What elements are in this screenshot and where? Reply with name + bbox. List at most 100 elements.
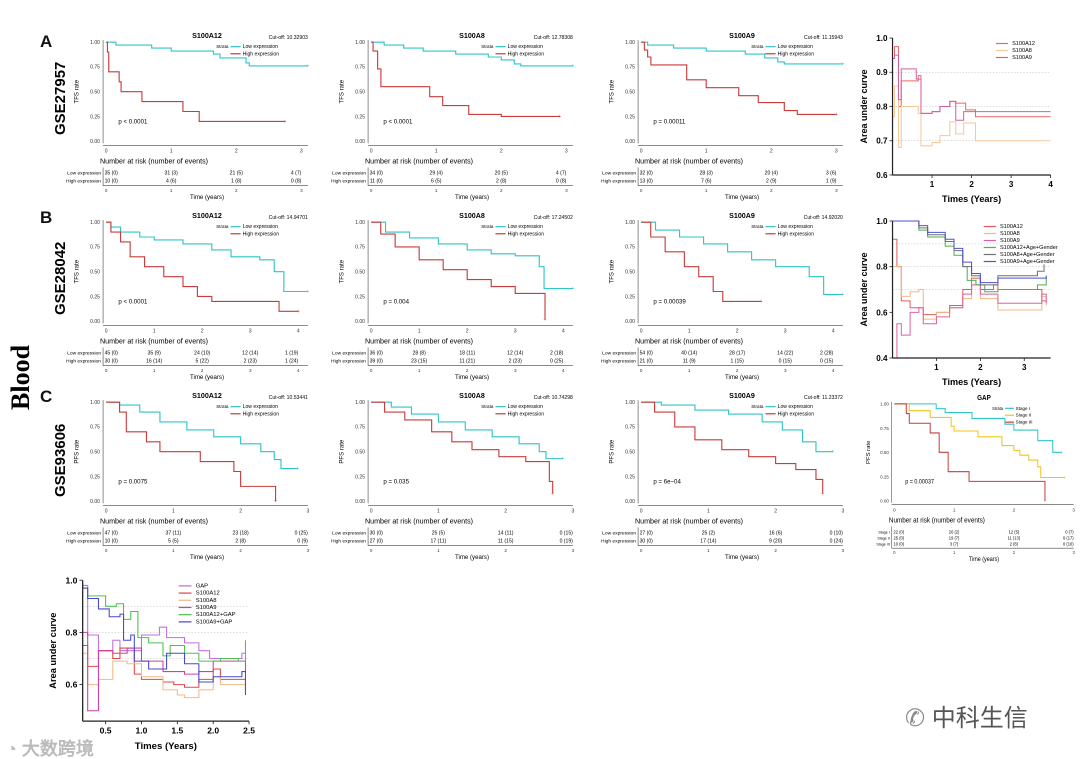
risk-value: 0 (8)	[556, 179, 567, 185]
x-tick-label: 0	[105, 508, 108, 514]
risk-value: 1 (8)	[231, 179, 242, 185]
x-tick-label: 3	[306, 508, 309, 514]
legend-label: High expression	[243, 411, 280, 417]
risk-value: 10 (0)	[105, 179, 119, 185]
x-tick-label: 2.0	[207, 726, 219, 736]
legend-label: S100A8+Age+Gender	[1000, 252, 1055, 258]
y-tick-label: 0.25	[355, 294, 365, 300]
risk-value: 37 (11)	[166, 531, 182, 537]
y-tick-label: 1.0	[65, 575, 77, 585]
risk-value: 47 (0)	[105, 531, 119, 537]
y-tick-label: 0.50	[90, 90, 100, 96]
risk-row-label: High expression	[601, 539, 636, 545]
legend-label: Stage III	[1016, 419, 1033, 425]
risk-x-tick-label: 3	[1073, 550, 1076, 555]
cutoff-label: Cut-off: 17.24502	[534, 215, 573, 221]
risk-value: 20 (4)	[765, 171, 779, 177]
x-axis-label: Time (years)	[725, 554, 759, 561]
chart-title: S100A12	[192, 392, 222, 400]
p-value: p = 0.00011	[653, 118, 686, 125]
risk-x-tick-label: 2	[1013, 550, 1016, 555]
risk-row-label: High expression	[601, 179, 636, 185]
auc-line-s100a9	[892, 54, 1051, 121]
x-tick-label: 0	[640, 328, 643, 334]
auc-line-s100a9-plus-age-plus-gender	[892, 220, 1047, 284]
y-tick-label: 1.00	[90, 400, 100, 406]
x-tick-label: 1	[418, 328, 421, 334]
auc-line-s100a12-plus-gap	[82, 587, 247, 662]
risk-table-title: Number at risk (number of events)	[365, 518, 473, 526]
legend-label: Low expression	[508, 44, 543, 50]
x-tick-label: 3	[514, 328, 517, 334]
chart-title: S100A8	[459, 392, 485, 400]
risk-x-tick-label: 2	[500, 188, 503, 193]
legend-strata-label: Strata	[751, 404, 764, 409]
x-tick-label: 2	[978, 363, 983, 372]
x-axis-label: Times (Years)	[135, 740, 197, 751]
risk-value: 23 (15)	[411, 359, 427, 365]
y-tick-label: 0.25	[355, 474, 365, 480]
risk-value: 2 (9)	[766, 179, 777, 185]
risk-value: 25 (2)	[702, 531, 716, 537]
risk-x-tick-label: 1	[437, 548, 440, 553]
risk-row-label: Low expression	[602, 351, 636, 357]
risk-x-tick-label: 2	[736, 368, 739, 373]
risk-x-tick-label: 2	[239, 548, 242, 553]
y-tick-label: 1.00	[90, 40, 100, 46]
risk-x-tick-label: 1	[688, 368, 691, 373]
y-tick-label: 0.50	[625, 450, 635, 456]
legend-label: High expression	[243, 51, 280, 57]
legend-label: S100A12+Age+Gender	[1000, 245, 1058, 251]
y-axis-label: TFS rate	[609, 79, 616, 103]
risk-value: 7 (6)	[701, 179, 712, 185]
risk-value: 28 (8)	[413, 351, 427, 357]
y-tick-label: 0.75	[90, 425, 100, 431]
risk-value: 1 (9)	[826, 179, 837, 185]
risk-row-label: High expression	[331, 539, 366, 545]
risk-value: 0 (19)	[560, 539, 574, 545]
x-tick-label: 1	[437, 508, 440, 514]
y-tick-label: 0.4	[876, 354, 888, 363]
x-tick-label: 4	[297, 328, 300, 334]
y-tick-label: 0.25	[880, 474, 889, 480]
legend-label: Stage I	[1016, 406, 1030, 412]
risk-value: 30 (0)	[370, 531, 384, 537]
risk-value: 4 (6)	[166, 179, 177, 185]
risk-x-tick-label: 1	[418, 368, 421, 373]
auc-panel-b: 0.4 0.6 0.8 1.0 1 2 3 Area under curve Times (Ye…	[852, 213, 1080, 388]
risk-row-label: Stage II	[877, 536, 889, 540]
risk-x-tick-label: 3	[835, 188, 838, 193]
risk-x-tick-label: 3	[300, 188, 303, 193]
risk-value: 39 (0)	[370, 359, 384, 365]
chart-title: S100A12	[192, 212, 222, 220]
censor-mark: +	[296, 466, 299, 472]
survival-curve-low-expression	[106, 221, 308, 293]
y-tick-label: 0.50	[355, 270, 365, 276]
risk-value: 4 (7)	[291, 171, 302, 177]
y-axis-label: Area under curve	[859, 253, 869, 327]
risk-value: 30 (0)	[640, 539, 654, 545]
cutoff-label: Cut-off: 11.23372	[804, 395, 843, 401]
legend-label: S100A9+Age+Gender	[1000, 259, 1055, 265]
km-chart-svg: S100A9 Cut-off: 11.15943 Strata Low express…	[601, 32, 844, 201]
auc-chart-svg: 0.6 0.8 1.0 0.5 1.0 1.5 2.0 2.5 Area under curve…	[47, 575, 255, 751]
km-panel-a-s100a9: S100A9 Cut-off: 11.15943 Strata Low express…	[580, 30, 850, 210]
legend-strata-label: Strata	[992, 406, 1003, 411]
risk-value: 2 (8)	[496, 179, 507, 185]
risk-value: 3 (7)	[950, 541, 959, 546]
y-axis-label: TFS rate	[74, 259, 81, 283]
y-tick-label: 0.75	[625, 245, 635, 251]
p-value: p = 6e−04	[653, 478, 681, 485]
x-tick-label: 2.5	[243, 726, 255, 736]
survival-curve-high-expression	[371, 41, 560, 118]
risk-value: 2 (8)	[1010, 541, 1019, 546]
survival-curve-high-expression	[641, 41, 837, 116]
risk-x-tick-label: 4	[832, 368, 835, 373]
risk-x-tick-label: 1	[707, 548, 710, 553]
x-tick-label: 1	[688, 328, 691, 334]
survival-curve-stage-iii	[894, 403, 1046, 501]
risk-value: 2 (8)	[235, 539, 246, 545]
y-axis-label: PFS rate	[339, 439, 346, 464]
x-tick-label: 2	[969, 180, 974, 189]
